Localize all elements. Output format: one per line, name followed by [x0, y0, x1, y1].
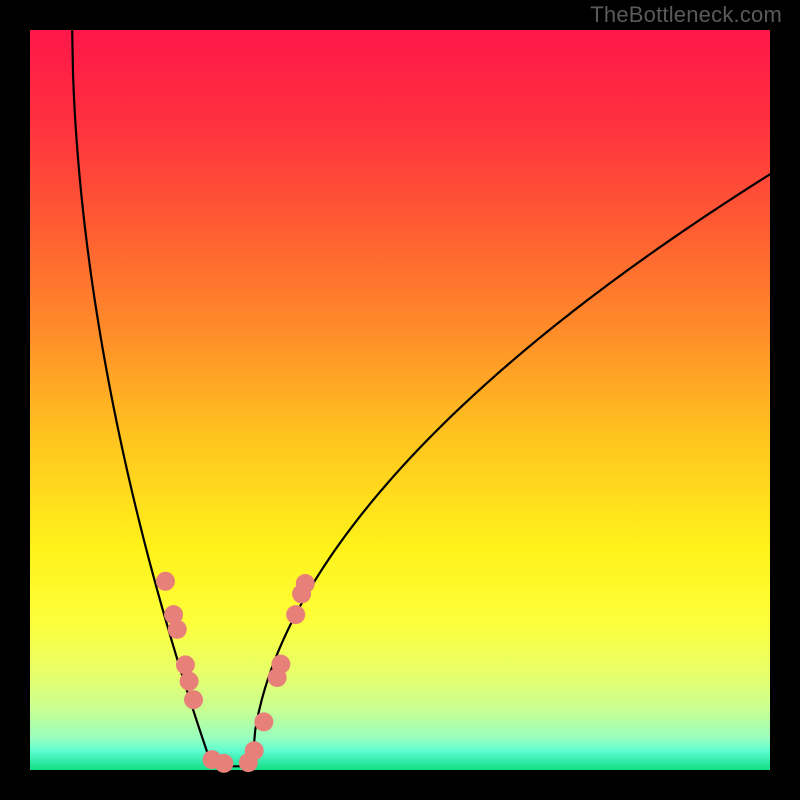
marker-point: [245, 741, 264, 760]
watermark-text: TheBottleneck.com: [590, 2, 782, 28]
marker-point: [184, 690, 203, 709]
marker-point: [168, 620, 187, 639]
marker-point: [254, 712, 273, 731]
marker-point: [180, 672, 199, 691]
marker-point: [286, 605, 305, 624]
marker-point: [214, 754, 233, 773]
gradient-background: [30, 30, 770, 770]
marker-point: [156, 572, 175, 591]
marker-point: [296, 574, 315, 593]
marker-point: [176, 655, 195, 674]
chart-svg: [0, 0, 800, 800]
chart-stage: TheBottleneck.com: [0, 0, 800, 800]
marker-point: [271, 655, 290, 674]
